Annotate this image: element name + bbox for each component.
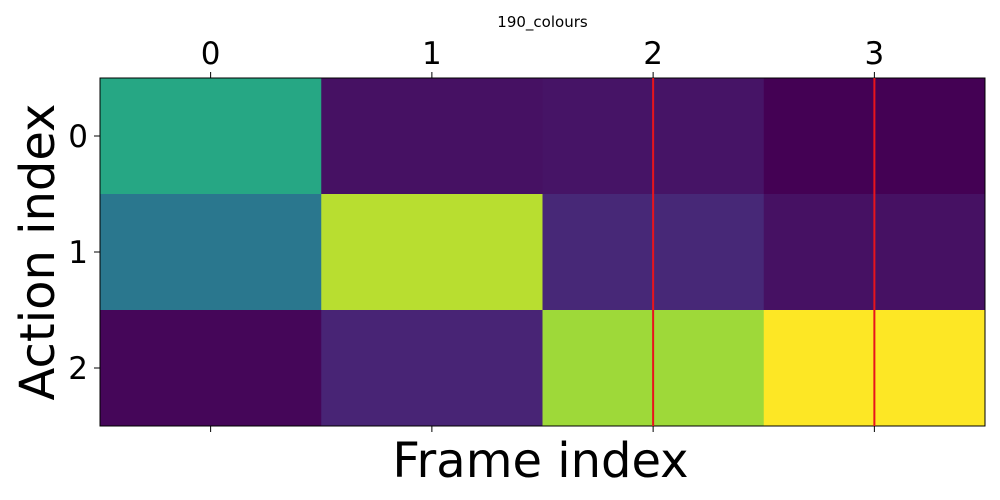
y-tick-label: 0 xyxy=(68,119,88,155)
y-tick-label: 2 xyxy=(68,351,88,387)
x-tick-label: 1 xyxy=(422,36,442,72)
y-axis-label: Action index xyxy=(10,104,66,401)
heatmap-cell-r0-c1 xyxy=(321,78,543,195)
heatmap-cell-r0-c0 xyxy=(100,78,322,195)
heatmap-cell-r2-c1 xyxy=(321,310,543,427)
chart-title: 190_colours xyxy=(497,13,588,32)
heatmap-cell-r2-c0 xyxy=(100,310,322,427)
x-axis-label: Frame index xyxy=(392,433,688,489)
heatmap-cell-r1-c0 xyxy=(100,194,322,311)
y-tick-label: 1 xyxy=(68,235,88,271)
x-tick-label: 2 xyxy=(643,36,663,72)
x-tick-label: 0 xyxy=(201,36,221,72)
heatmap-cell-r1-c1 xyxy=(321,194,543,311)
x-tick-label: 3 xyxy=(865,36,885,72)
